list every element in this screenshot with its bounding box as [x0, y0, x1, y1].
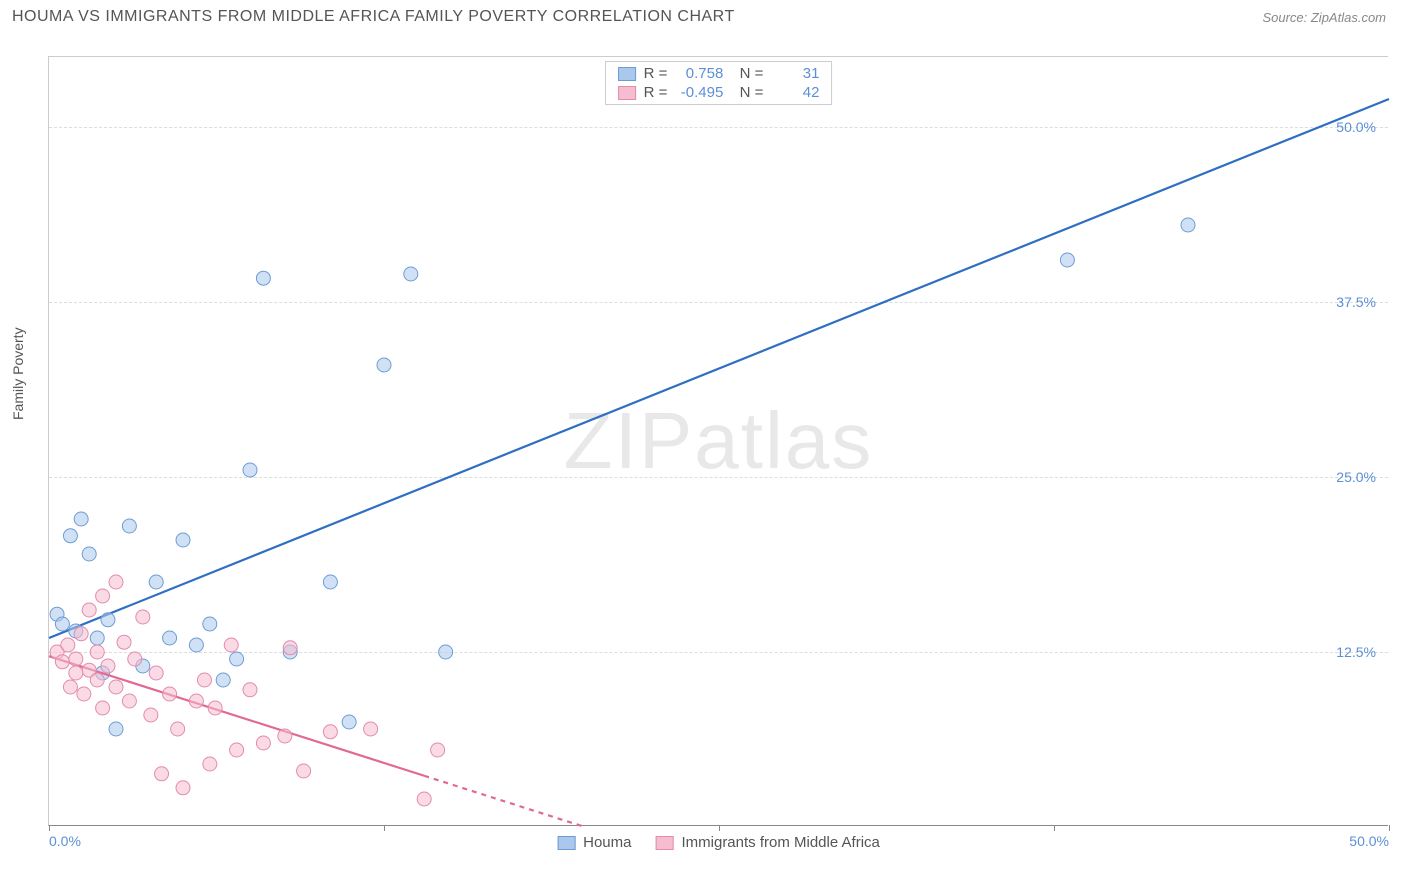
legend-swatch: [618, 67, 636, 81]
chart-plot-area: ZIPatlas 12.5%25.0%37.5%50.0% R =0.758 N…: [48, 56, 1388, 826]
legend-r-value: -0.495: [675, 84, 723, 101]
x-tick-mark: [1054, 825, 1055, 831]
series-legend-label: Houma: [583, 834, 631, 851]
series-legend-item: Immigrants from Middle Africa: [655, 834, 879, 851]
legend-r-label: R =: [644, 84, 668, 101]
x-tick-label: 50.0%: [1349, 833, 1389, 849]
series-legend-label: Immigrants from Middle Africa: [681, 834, 879, 851]
legend-r-label: R =: [644, 65, 668, 82]
legend-n-label: N =: [731, 84, 763, 101]
legend-swatch: [618, 86, 636, 100]
legend-n-label: N =: [731, 65, 763, 82]
scatter-svg: [49, 57, 1388, 825]
legend-row: R = 0.758 N = 31: [606, 64, 832, 83]
x-tick-mark: [49, 825, 50, 831]
x-tick-mark: [384, 825, 385, 831]
legend-r-value: 0.758: [675, 65, 723, 82]
y-axis-label: Family Poverty: [10, 327, 26, 420]
x-tick-mark: [719, 825, 720, 831]
x-tick-mark: [1389, 825, 1390, 831]
legend-n-value: 42: [771, 84, 819, 101]
chart-title: HOUMA VS IMMIGRANTS FROM MIDDLE AFRICA F…: [12, 8, 735, 26]
legend-n-value: 31: [771, 65, 819, 82]
legend-swatch: [655, 836, 673, 850]
source-attribution: Source: ZipAtlas.com: [1262, 10, 1386, 25]
legend-row: R = -0.495 N = 42: [606, 83, 832, 102]
correlation-legend: R = 0.758 N = 31 R = -0.495 N = 42: [605, 61, 833, 105]
series-legend-item: Houma: [557, 834, 631, 851]
x-tick-label: 0.0%: [49, 833, 81, 849]
legend-swatch: [557, 836, 575, 850]
series-legend: Houma Immigrants from Middle Africa: [557, 834, 880, 851]
